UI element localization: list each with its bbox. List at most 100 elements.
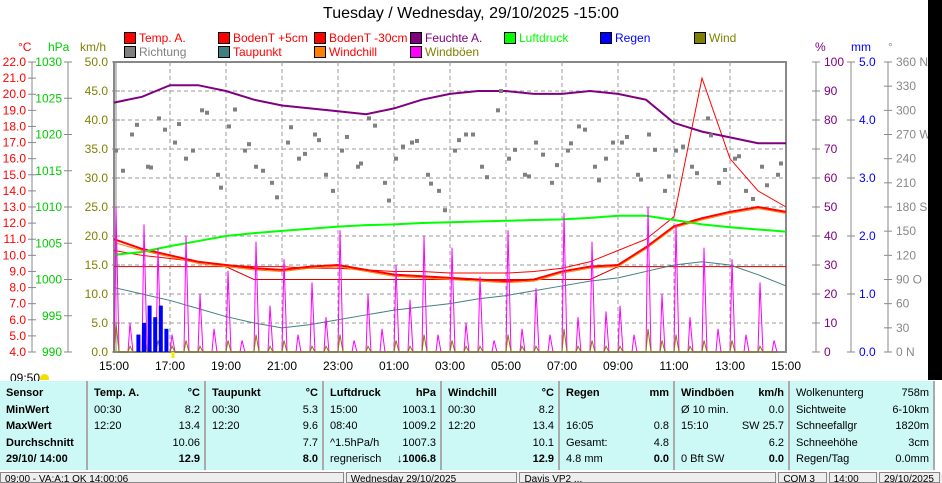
direction-point	[415, 138, 419, 143]
row-time: 00:30	[94, 403, 122, 416]
legend-label: Windböen	[425, 45, 480, 59]
stats-col-rain: Regen mm 16:05 0.8 Gesamt: 4.8 4.8 mm 0.0	[560, 381, 675, 470]
direction-point	[583, 127, 587, 132]
col-title: Taupunkt	[212, 387, 261, 400]
direction-point	[453, 148, 457, 153]
info-value: 3cm	[908, 436, 929, 449]
direction-point	[227, 124, 231, 129]
y-tick-label-wind: 0.0	[91, 345, 108, 359]
legend-label: Temp. A.	[139, 31, 186, 45]
row-value: 0.0	[768, 453, 784, 466]
legend-item: Richtung	[124, 45, 186, 59]
info-value: 6-10km	[892, 403, 929, 416]
y-tick-label-wind: 30.0	[85, 171, 109, 185]
y-tick-label-hum: 70	[824, 142, 838, 156]
x-tick-label: 07:00	[547, 359, 577, 373]
direction-point	[765, 183, 769, 188]
y-tick-label-dir: 300	[896, 103, 916, 117]
stats-col-dew: Taupunkt °C 00:30 5.3 12:20 9.6 7.7 8.0	[206, 381, 324, 470]
info-label: Sichtweite	[796, 403, 847, 416]
y-tick-label-rain: 3.0	[859, 171, 876, 185]
y-tick-label-temp: 16.0	[3, 152, 27, 166]
stats-panel: Sensor MinWert MaxWert Durchschnitt 29/10/ 1…	[0, 381, 935, 470]
legend-item: Feuchte A.	[410, 31, 482, 45]
y-tick-label-rain: 5.0	[859, 55, 876, 69]
direction-point	[135, 122, 139, 127]
direction-point	[593, 164, 597, 169]
y-tick-label-press: 1025	[35, 91, 62, 105]
y-tick-label-hum: 50	[824, 200, 838, 214]
y-tick-label-temp: 17.0	[3, 136, 27, 150]
direction-point	[243, 148, 247, 153]
direction-point	[401, 144, 405, 149]
direction-point	[779, 161, 783, 166]
row-value: 10.1	[532, 436, 554, 449]
direction-point	[191, 148, 195, 153]
rain-bar	[147, 305, 152, 352]
y-tick-label-dir: 180 S	[896, 200, 927, 214]
y-tick-label-press: 1010	[35, 200, 62, 214]
direction-point	[555, 163, 559, 168]
row-value: 13.4	[178, 420, 200, 433]
direction-point	[233, 107, 237, 112]
y-tick-label-dir: 150	[896, 224, 916, 238]
direction-point	[667, 174, 671, 179]
direction-point	[737, 154, 741, 159]
unit-dir: °	[888, 40, 893, 54]
y-tick-label-wind: 45.0	[85, 84, 109, 98]
y-tick-label-hum: 10	[824, 316, 838, 330]
direction-point	[611, 140, 615, 145]
col-title: Luftdruck	[330, 387, 381, 400]
y-tick-label-dir: 330	[896, 79, 916, 93]
x-tick-label: 03:00	[435, 359, 465, 373]
legend-item: Luftdruck	[504, 31, 568, 45]
direction-point	[480, 164, 484, 169]
legend-swatch	[218, 46, 230, 58]
x-tick-label: 21:00	[267, 359, 297, 373]
legend-swatch	[600, 32, 612, 44]
direction-point	[499, 89, 503, 93]
unit-rain: mm	[851, 40, 871, 54]
row-value: 0.8	[653, 420, 669, 433]
row-time: 12:20	[448, 420, 476, 433]
direction-point	[597, 178, 601, 183]
status-field: 09:00 - VA:A:1 OK 14:00:06	[0, 472, 344, 483]
y-tick-label-hum: 80	[824, 113, 838, 127]
y-tick-label-press: 1020	[35, 128, 62, 142]
y-tick-label-hum: 40	[824, 229, 838, 243]
status-field: 29/10/2025	[878, 472, 941, 483]
direction-point	[443, 208, 447, 213]
y-tick-label-temp: 22.0	[3, 55, 27, 69]
direction-point	[317, 138, 321, 143]
rain-bar	[136, 334, 141, 352]
y-tick-label-temp: 6.0	[9, 313, 26, 327]
direction-point	[303, 151, 307, 156]
rain-bar	[158, 305, 163, 352]
y-tick-label-rain: 4.0	[859, 113, 876, 127]
background-window	[928, 0, 942, 380]
direction-point	[356, 164, 360, 169]
y-tick-label-press: 1030	[35, 55, 62, 69]
row-value: 0.0	[768, 403, 784, 416]
legend-item: BodenT +5cm	[218, 31, 308, 45]
direction-point	[776, 172, 780, 177]
unit-press: hPa	[48, 40, 70, 54]
legend-label: Windchill	[329, 45, 378, 59]
legend-label: Feuchte A.	[425, 31, 483, 45]
row-time: 15:10	[681, 420, 709, 433]
y-tick-label-hum: 0	[824, 345, 831, 359]
stats-col-extra: Wolkenunterg 758m Sichtweite 6-10km Schneefa…	[790, 381, 935, 470]
direction-point	[163, 127, 167, 132]
direction-point	[577, 124, 581, 129]
y-tick-label-temp: 21.0	[3, 71, 27, 85]
direction-point	[527, 174, 531, 179]
info-label: Wolkenunterg	[796, 387, 864, 400]
y-tick-label-temp: 15.0	[3, 168, 27, 182]
legend-item: Regen	[600, 31, 650, 45]
legend-swatch	[504, 32, 516, 44]
direction-point	[496, 108, 500, 113]
row-time: 08:40	[330, 420, 358, 433]
direction-point	[177, 122, 181, 127]
row-value: ↓1006.8	[396, 453, 436, 466]
series-wind	[113, 322, 777, 353]
